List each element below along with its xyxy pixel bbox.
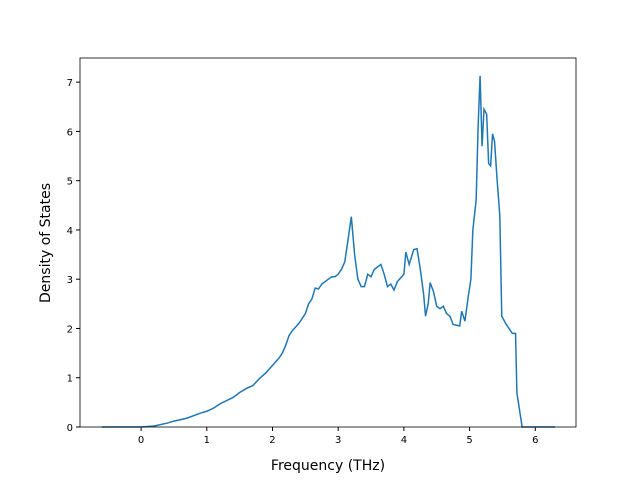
y-tick-label: 1	[67, 374, 73, 385]
y-tick-label: 0	[67, 423, 73, 434]
y-tick-label: 4	[67, 226, 73, 237]
x-tick-label: 1	[204, 435, 210, 446]
y-tick-label: 6	[67, 127, 73, 138]
y-tick-label: 5	[67, 177, 73, 188]
x-tick-label: 2	[269, 435, 275, 446]
x-tick-label: 6	[532, 435, 538, 446]
y-tick-label: 3	[67, 275, 73, 286]
plot-frame	[79, 57, 577, 428]
y-axis-label: Density of States	[38, 183, 54, 303]
x-tick-label: 5	[466, 435, 472, 446]
line	[101, 75, 555, 428]
y-tick-label: 7	[67, 78, 73, 89]
y-tick-label: 2	[67, 324, 73, 335]
x-axis-label: Frequency (THz)	[271, 458, 385, 474]
x-tick-label: 0	[138, 435, 144, 446]
x-tick-label: 4	[401, 435, 407, 446]
x-tick-label: 3	[335, 435, 341, 446]
